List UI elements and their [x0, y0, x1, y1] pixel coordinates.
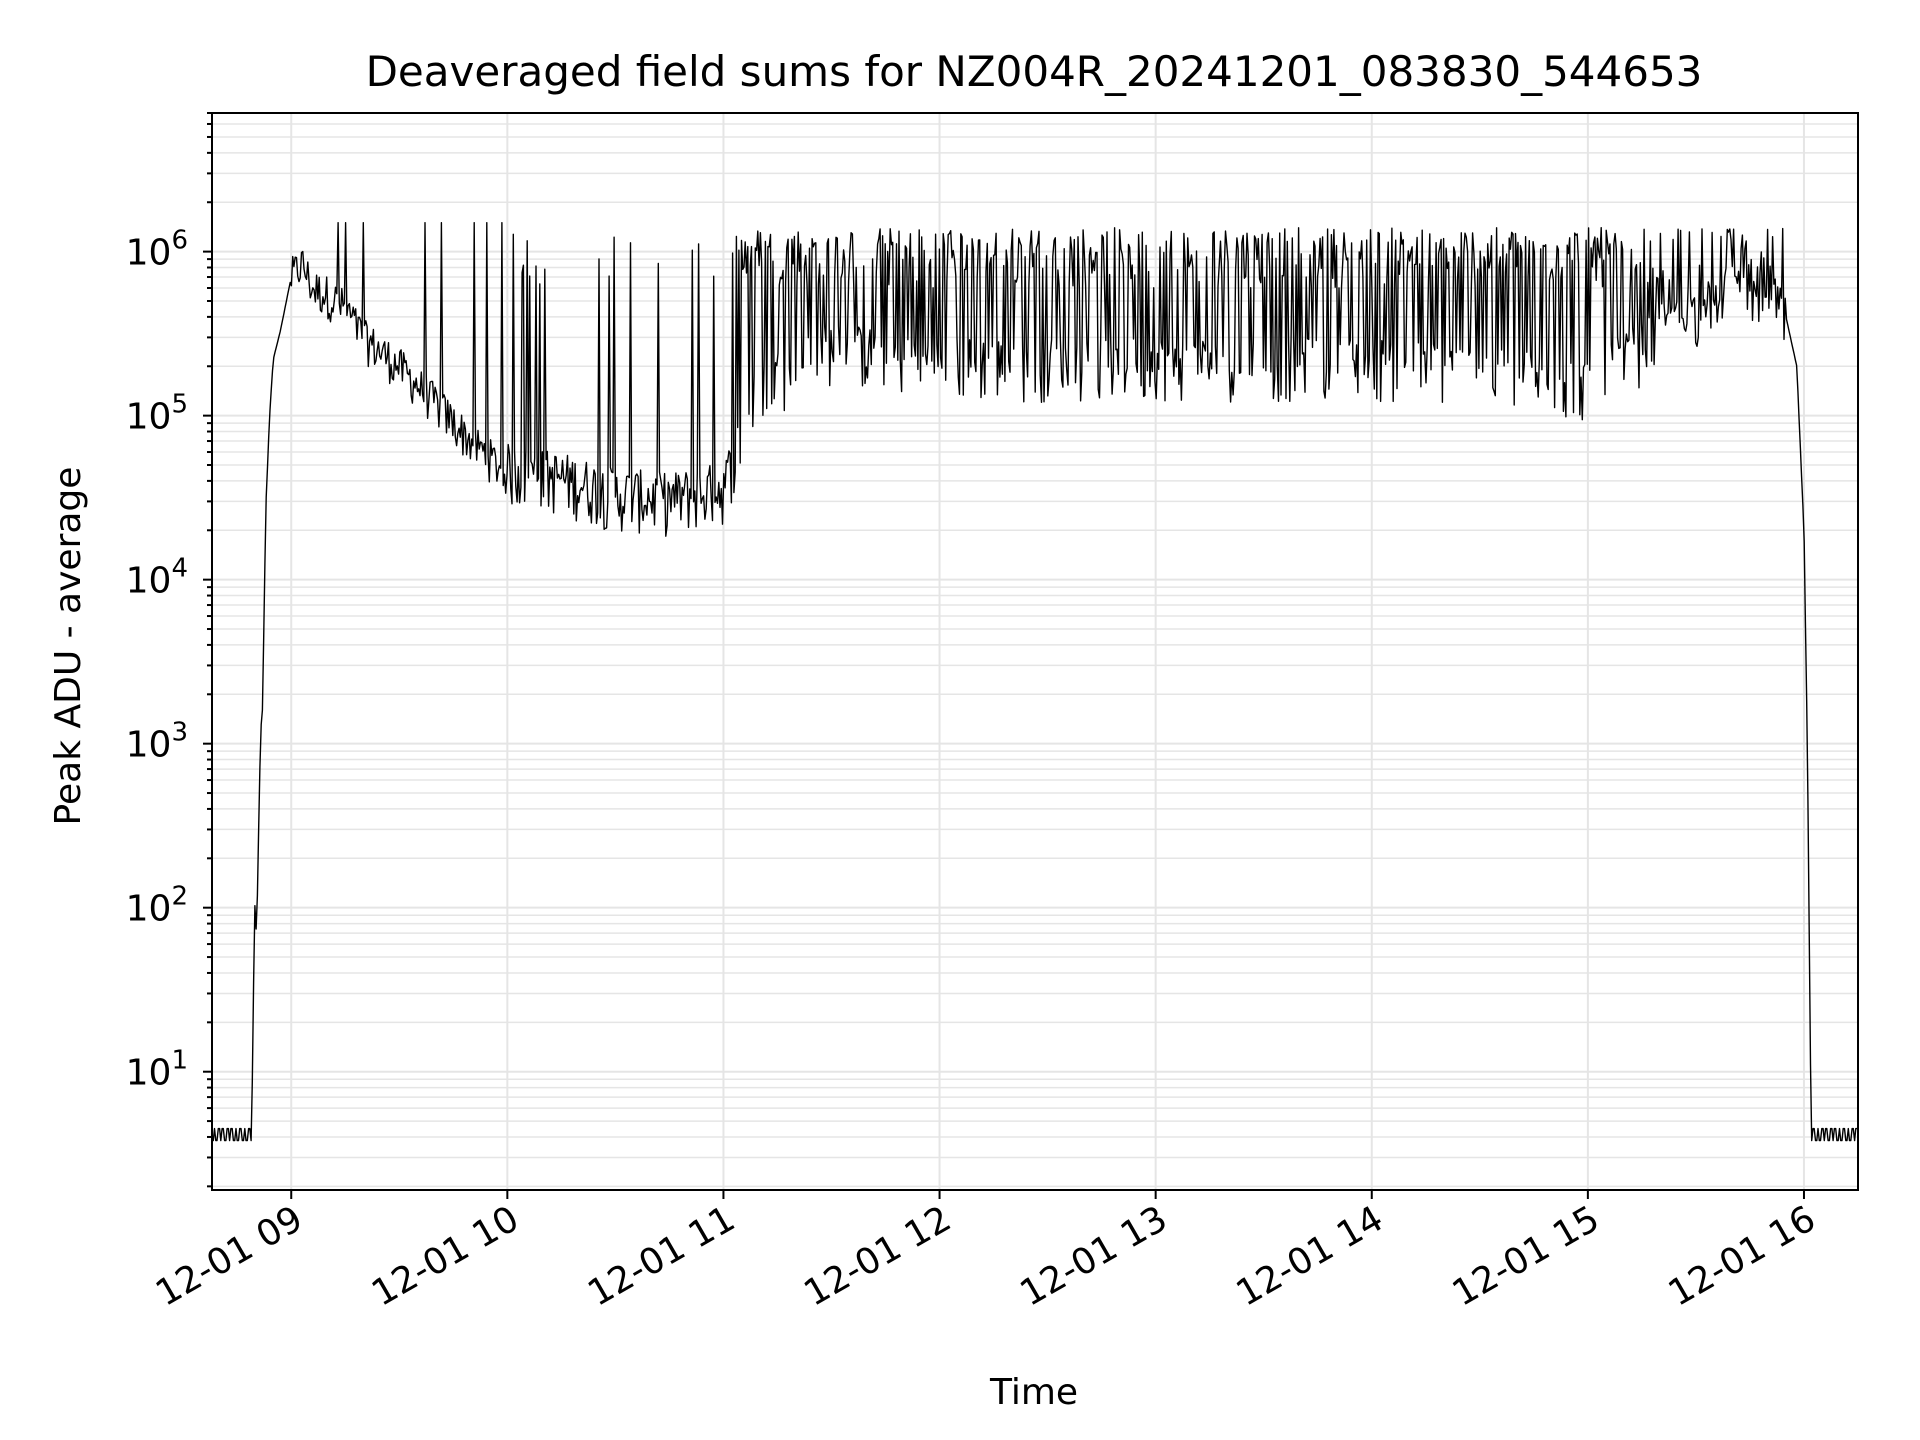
y-tick-label: 101 — [126, 1046, 188, 1094]
y-axis-label: Peak ADU - average — [48, 467, 89, 826]
x-axis-label: Time — [989, 1372, 1078, 1413]
plot-frame — [211, 112, 1859, 1191]
plot-area — [212, 222, 1858, 1142]
y-tick-label: 104 — [126, 554, 188, 602]
chart-title: Deaveraged field sums for NZ004R_2024120… — [366, 47, 1703, 96]
y-tick-label: 103 — [126, 718, 188, 766]
series-line — [212, 222, 1858, 1142]
y-tick-label: 106 — [126, 226, 188, 274]
grid — [212, 112, 1858, 1190]
y-tick-label: 102 — [126, 882, 188, 930]
y-tick-label: 105 — [126, 390, 188, 438]
